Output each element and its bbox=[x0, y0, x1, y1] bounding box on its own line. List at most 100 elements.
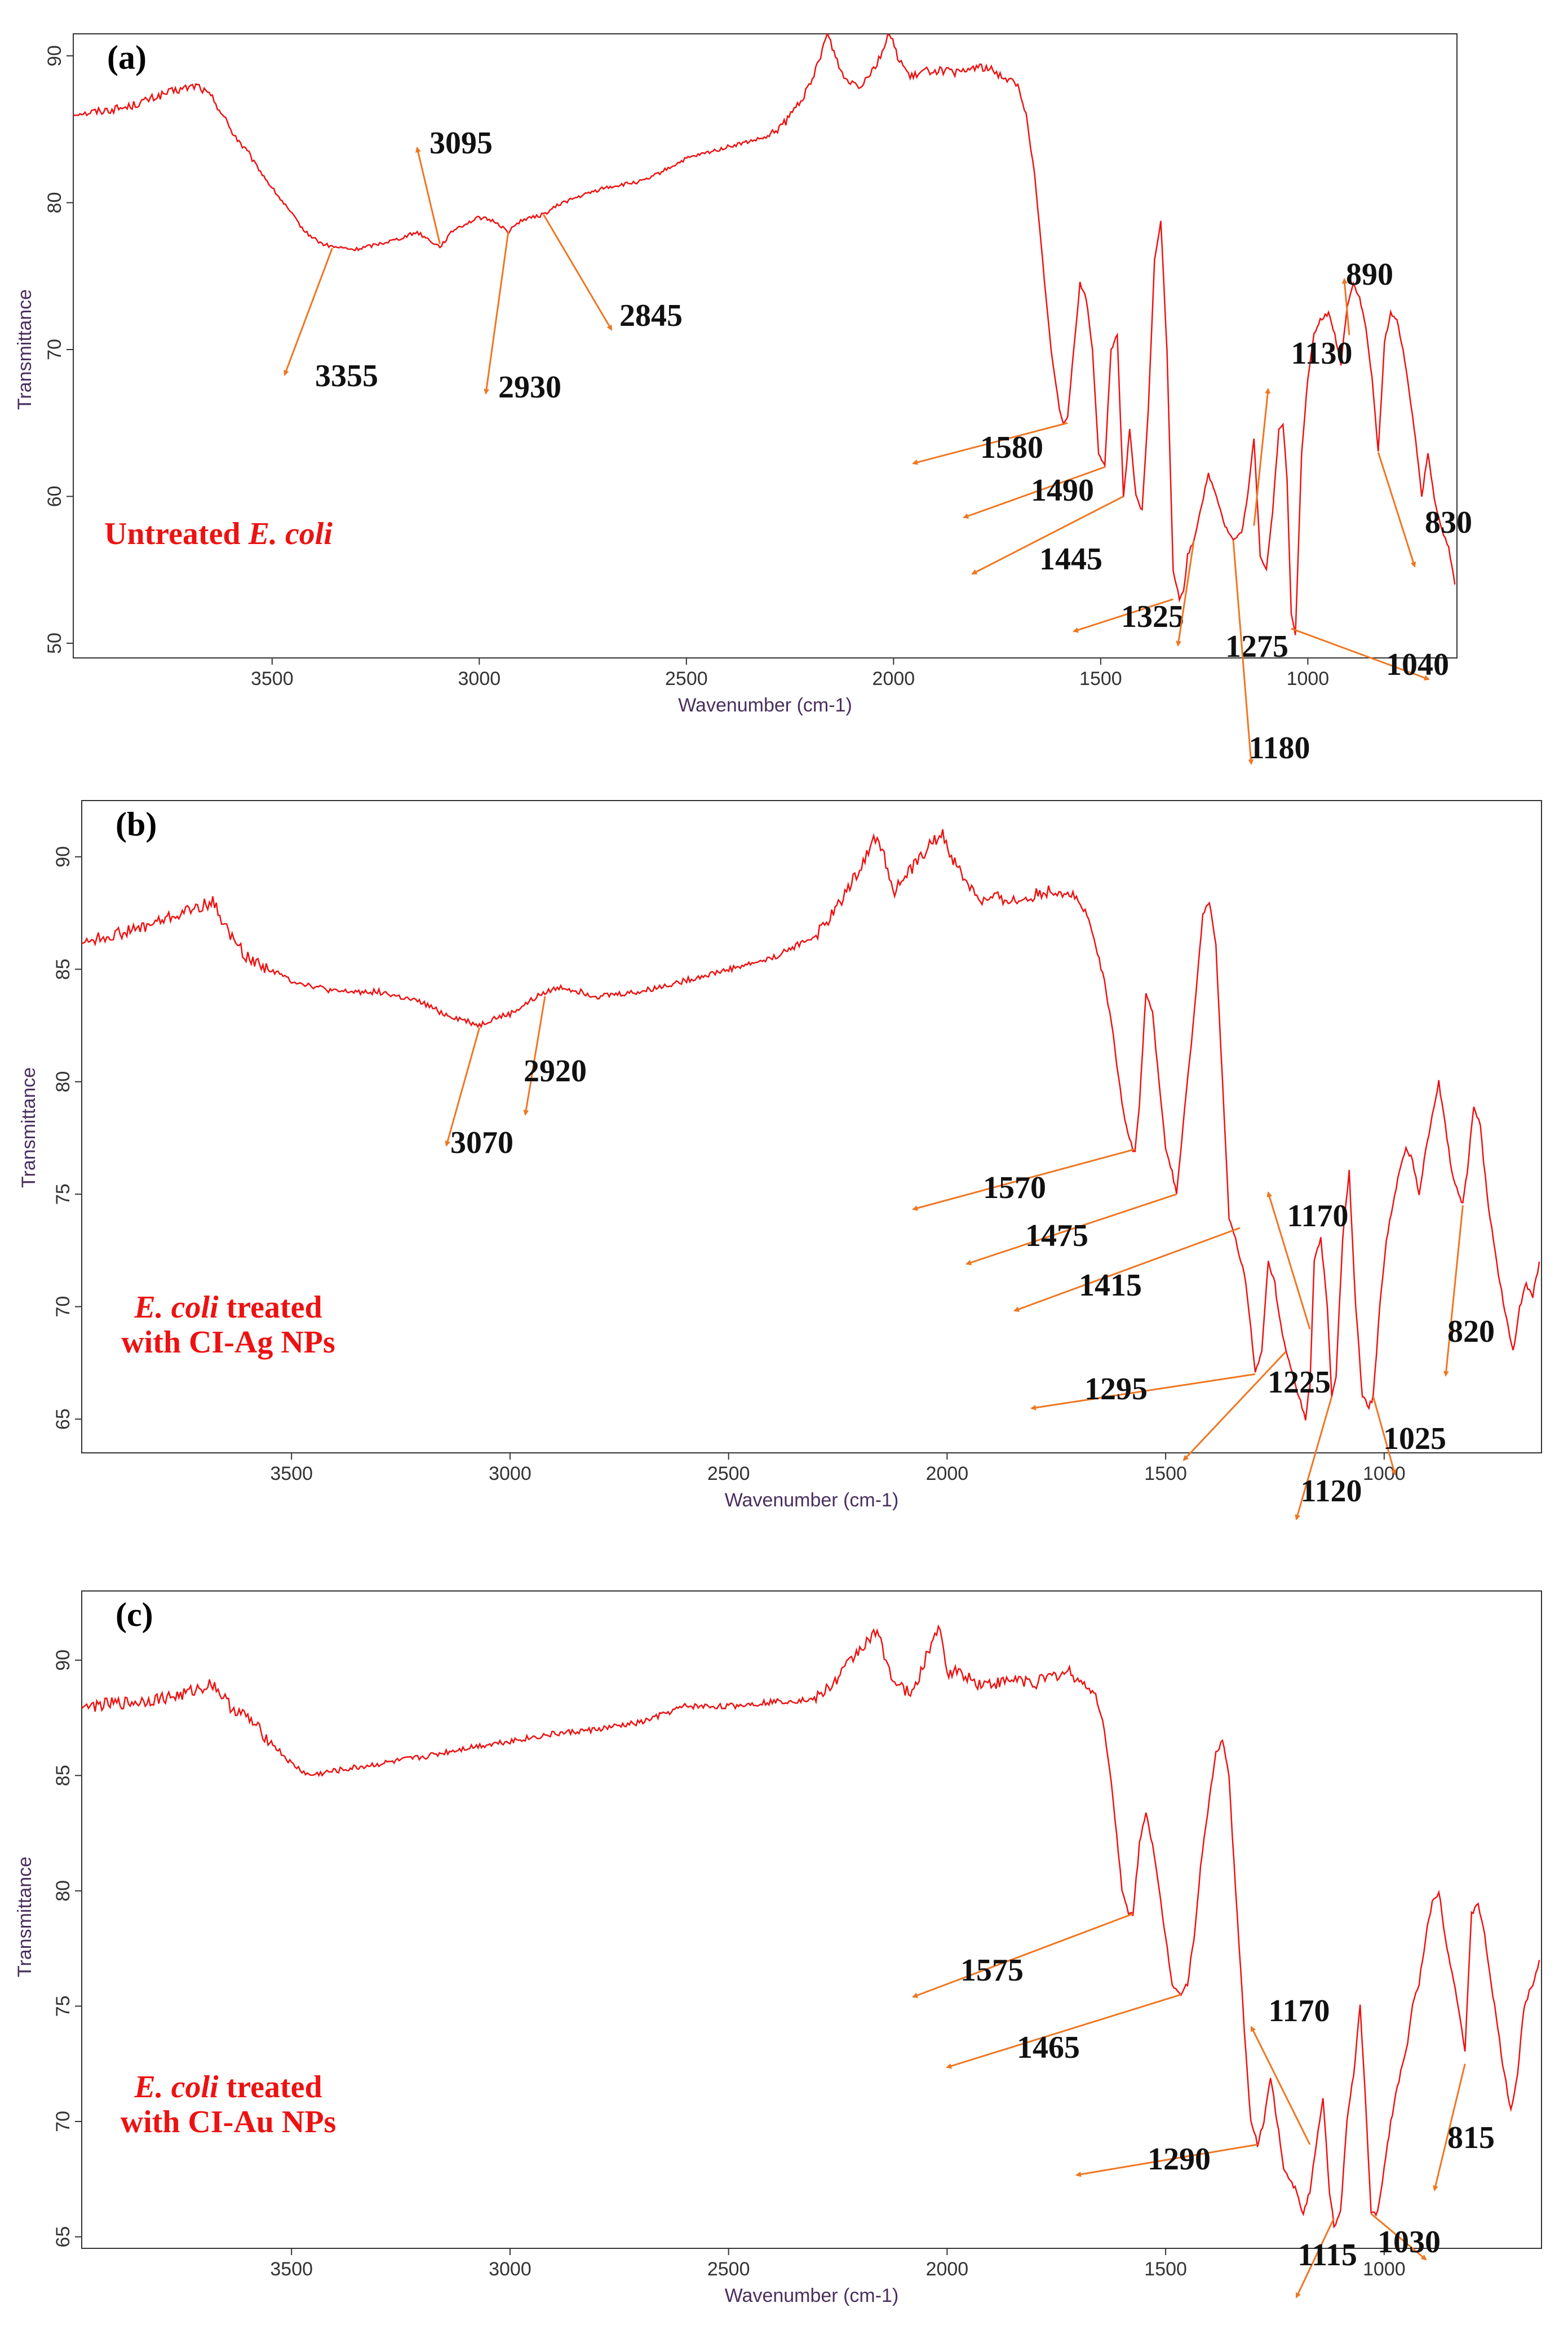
sample-label: with CI-Au NPs bbox=[121, 2105, 336, 2140]
peak-label: 1030 bbox=[1377, 2225, 1441, 2260]
sample-label-part: E. coli bbox=[248, 516, 333, 551]
spectrum-line bbox=[82, 1624, 1540, 2229]
peak-label: 2930 bbox=[498, 370, 561, 405]
x-tick-label: 3500 bbox=[251, 668, 294, 689]
plot-frame bbox=[81, 800, 1542, 1453]
annotation-arrow bbox=[1013, 1227, 1241, 1312]
plot-frame bbox=[73, 33, 1458, 658]
annotation-arrow bbox=[1433, 2063, 1466, 2191]
x-tick-label: 3000 bbox=[489, 1463, 531, 1484]
peak-label: 890 bbox=[1346, 257, 1393, 292]
annotation-arrow bbox=[1030, 1373, 1256, 1411]
y-tick-label: 85 bbox=[52, 1765, 74, 1786]
annotation-arrow bbox=[1253, 388, 1271, 526]
x-tick-label: 1500 bbox=[1144, 2258, 1187, 2280]
peak-label: 2845 bbox=[619, 298, 683, 333]
y-tick-label: 70 bbox=[44, 339, 65, 360]
y-tick-label: 50 bbox=[44, 633, 65, 654]
peak-label: 830 bbox=[1425, 505, 1472, 540]
sample-label-part: treated bbox=[219, 1290, 322, 1325]
panel-b: 3500 3000 2500 2000 1500 1000 65 70 75 80 85 90 Wave… bbox=[18, 800, 1542, 1521]
peak-label: 3095 bbox=[429, 126, 493, 161]
y-tick-label: 60 bbox=[44, 486, 65, 507]
peak-label: 1130 bbox=[1291, 336, 1353, 371]
peak-label: 1570 bbox=[983, 1170, 1046, 1205]
peak-label: 1445 bbox=[1039, 542, 1102, 577]
sample-label: with CI-Ag NPs bbox=[121, 1325, 335, 1360]
peak-label: 1465 bbox=[1017, 2030, 1080, 2065]
peak-label: 1170 bbox=[1287, 1199, 1349, 1234]
annotation-arrow bbox=[1377, 452, 1416, 568]
y-tick-label: 80 bbox=[44, 192, 65, 214]
peak-label: 820 bbox=[1447, 1314, 1495, 1349]
panel-c: 3500 3000 2500 2000 1500 1000 65 70 75 80 85 90 Wave… bbox=[14, 1590, 1542, 2306]
annotation-arrow bbox=[912, 422, 1068, 465]
y-tick-label: 90 bbox=[44, 45, 65, 67]
annotation-arrow bbox=[1443, 1205, 1464, 1377]
sample-label-part: E. coli bbox=[134, 2070, 219, 2105]
annotation-arrow bbox=[1291, 627, 1430, 680]
annotation-arrow bbox=[1176, 540, 1195, 647]
peak-label: 1115 bbox=[1297, 2238, 1357, 2273]
peak-label: 1290 bbox=[1148, 2142, 1211, 2177]
x-tick-label: 2000 bbox=[872, 668, 915, 689]
peak-label: 1295 bbox=[1084, 1372, 1148, 1407]
x-axis-title: Wavenumber (cm-1) bbox=[725, 2285, 899, 2306]
panel-label: (a) bbox=[107, 39, 147, 76]
peak-label: 1325 bbox=[1121, 599, 1184, 634]
peak-label: 1275 bbox=[1225, 629, 1288, 664]
y-tick-label: 70 bbox=[52, 2111, 74, 2132]
x-tick-label: 2000 bbox=[926, 2258, 969, 2280]
x-tick-label: 1500 bbox=[1079, 668, 1122, 689]
peak-label: 815 bbox=[1447, 2120, 1495, 2155]
y-tick-label: 90 bbox=[52, 846, 74, 868]
x-tick-label: 1000 bbox=[1287, 668, 1330, 689]
y-tick-label: 75 bbox=[52, 1183, 74, 1205]
panel-a: 3500 3000 2500 2000 1500 1000 50 60 70 80 90 Wavenu… bbox=[14, 33, 1472, 766]
annotation-arrow bbox=[1341, 278, 1350, 335]
y-tick-label: 80 bbox=[52, 1880, 74, 1902]
peak-label: 1415 bbox=[1079, 1268, 1142, 1303]
x-tick-label: 3500 bbox=[270, 2258, 313, 2280]
sample-label: E. coli treated bbox=[134, 2070, 322, 2105]
sample-label: E. coli treated bbox=[134, 1290, 322, 1325]
sample-label-part: Untreated bbox=[104, 516, 249, 551]
panel-label: (c) bbox=[116, 1596, 153, 1633]
peak-label: 1490 bbox=[1031, 473, 1094, 508]
sample-label: Untreated E. coli bbox=[104, 516, 333, 551]
annotation-arrow bbox=[445, 1027, 481, 1147]
annotation-arrow bbox=[971, 496, 1124, 575]
peak-label: 1580 bbox=[980, 430, 1043, 465]
sample-label-part: E. coli bbox=[134, 1290, 219, 1325]
y-tick-label: 90 bbox=[52, 1650, 74, 1671]
annotation-arrow bbox=[912, 1913, 1133, 1998]
annotation-arrow bbox=[912, 1148, 1136, 1211]
sample-label-part: treated bbox=[219, 2070, 322, 2105]
x-tick-label: 3000 bbox=[458, 668, 501, 689]
y-tick-label: 70 bbox=[52, 1296, 74, 1318]
y-axis-title: Transmittance bbox=[14, 289, 36, 410]
annotation-arrow bbox=[946, 1994, 1181, 2069]
annotation-arrow bbox=[1182, 1351, 1287, 1461]
y-tick-label: 75 bbox=[52, 1996, 74, 2017]
x-tick-label: 2500 bbox=[707, 1463, 750, 1484]
peak-label: 3070 bbox=[450, 1125, 513, 1160]
peak-label: 2920 bbox=[524, 1054, 587, 1089]
annotation-arrow bbox=[1370, 2213, 1427, 2261]
peak-label: 1225 bbox=[1268, 1365, 1331, 1400]
plot-frame bbox=[81, 1590, 1542, 2249]
annotation-arrow bbox=[965, 1193, 1177, 1266]
y-axis-title: Transmittance bbox=[18, 1067, 39, 1188]
peak-label: 1025 bbox=[1383, 1421, 1446, 1456]
annotation-arrow bbox=[1073, 598, 1173, 633]
spectrum-line bbox=[82, 829, 1540, 1421]
annotation-arrow bbox=[963, 466, 1105, 519]
peak-label: 1475 bbox=[1025, 1218, 1088, 1253]
y-tick-label: 65 bbox=[52, 1408, 74, 1430]
x-tick-label: 1000 bbox=[1363, 1463, 1406, 1484]
x-tick-label: 3000 bbox=[489, 2258, 531, 2280]
x-axis-title: Wavenumber (cm-1) bbox=[678, 695, 852, 716]
x-tick-label: 2500 bbox=[707, 2258, 750, 2280]
spectrum-line bbox=[73, 34, 1456, 635]
